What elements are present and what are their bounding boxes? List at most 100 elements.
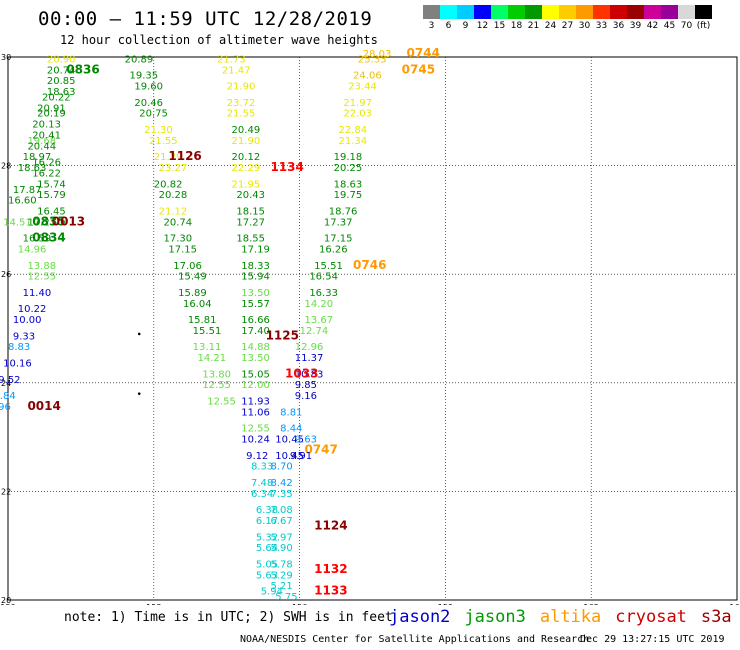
- wave-height-value: 10.22: [18, 304, 47, 315]
- wave-height-value: 19.75: [334, 190, 363, 201]
- wave-height-value: 18.63: [334, 179, 363, 190]
- land-dot: [137, 332, 141, 336]
- wave-height-value: 17.19: [241, 244, 270, 255]
- colorbar-tick-label: 30: [578, 21, 591, 31]
- wave-height-value: 13.11: [193, 342, 222, 353]
- colorbar-tick-label: 33: [595, 21, 608, 31]
- legend-entry-jason2: jason2: [389, 607, 451, 627]
- wave-height-value: 20.49: [232, 125, 261, 136]
- wave-height-value: 14.88: [241, 342, 270, 353]
- colorbar-swatch: [474, 5, 491, 19]
- wave-height-value: 23.44: [348, 82, 377, 93]
- wave-height-value: 19.60: [134, 82, 163, 93]
- wave-height-value: 9.85: [295, 380, 317, 391]
- wave-height-value: 5.94: [261, 587, 283, 598]
- colorbar-swatch: [627, 5, 644, 19]
- wave-height-value: 9.12: [246, 451, 268, 462]
- wave-height-value: 20.22: [42, 92, 71, 103]
- wave-height-value: 15.51: [193, 326, 222, 337]
- wave-height-value: 17.37: [324, 217, 353, 228]
- wave-height-value: 10.24: [241, 435, 270, 446]
- wave-height-value: 8.81: [280, 407, 302, 418]
- wave-height-value: 8.70: [270, 462, 292, 473]
- wave-height-value: 13.50: [241, 353, 270, 364]
- credit-line: NOAA/NESDIS Center for Satellite Applica…: [240, 634, 590, 645]
- colorbar-swatch: [576, 5, 593, 19]
- wave-height-value: 19.18: [334, 152, 363, 163]
- wave-height-value: 10.83: [295, 369, 324, 380]
- wave-height-value: 15.74: [37, 179, 66, 190]
- wave-height-value: 16.45: [37, 206, 66, 217]
- wave-height-value: 10.00: [13, 315, 42, 326]
- wave-height-value: 6.38: [256, 505, 278, 516]
- x-tick-label: 159: [438, 603, 453, 605]
- wave-height-value: 21.55: [149, 136, 178, 147]
- wave-height-value: 16.33: [309, 288, 338, 299]
- time-label: 0747: [304, 442, 337, 456]
- x-tick-label: 165: [729, 603, 740, 605]
- time-label: 0834: [32, 231, 65, 245]
- land-dot: [137, 392, 141, 395]
- chart-title: 00:00 — 11:59 UTC 12/28/2019: [38, 8, 373, 30]
- time-label: 1126: [168, 149, 201, 163]
- wave-height-value: 16.59: [23, 234, 52, 245]
- wave-height-value: 15.51: [314, 261, 343, 272]
- wave-height-value: 16.60: [8, 196, 37, 207]
- wave-height-value: 14.96: [18, 244, 47, 255]
- wave-height-value: 9.16: [295, 391, 317, 402]
- wave-height-value: 7.48: [251, 478, 273, 489]
- y-tick-label: 20: [1, 596, 11, 605]
- wave-height-value: 21.12: [159, 206, 188, 217]
- footnote: note: 1) Time is in UTC; 2) SWH is in fe…: [64, 610, 393, 625]
- wave-height-value: 11.40: [23, 288, 52, 299]
- wave-height-value: 12.55: [27, 272, 56, 283]
- wave-height-value: 15.79: [37, 190, 66, 201]
- wave-height-value: 10.45: [275, 435, 304, 446]
- wave-height-value: 12.00: [241, 380, 270, 391]
- wave-height-value: 11.06: [241, 407, 270, 418]
- y-tick-label: 30: [1, 53, 11, 62]
- x-tick-label: 150: [0, 603, 15, 605]
- x-tick-label: 156: [292, 603, 307, 605]
- time-label: 0746: [353, 258, 386, 272]
- time-label: 0013: [52, 214, 85, 228]
- wave-height-value: 9.63: [295, 435, 317, 446]
- time-label: 0744: [407, 46, 440, 60]
- wave-height-value: 20.75: [139, 109, 168, 120]
- wave-height-value: 17.15: [324, 234, 353, 245]
- colorbar-swatch: [457, 5, 474, 19]
- legend-entry-jason3: jason3: [464, 607, 526, 627]
- wave-height-value: 7.35: [270, 489, 292, 500]
- map-frame: [7, 56, 738, 601]
- wave-height-value: 5.63: [256, 570, 278, 581]
- colorbar-swatch: [610, 5, 627, 19]
- wave-height-value: 20.12: [232, 152, 261, 163]
- wave-height-value: 25.33: [358, 54, 387, 65]
- colorbar-swatch: [661, 5, 678, 19]
- wave-height-value: 12.55: [241, 424, 270, 435]
- time-label: 0745: [402, 62, 435, 76]
- chart-subtitle: 12 hour collection of altimeter wave hei…: [60, 33, 378, 47]
- wave-height-value: 11.93: [241, 397, 270, 408]
- colorbar: [423, 5, 712, 19]
- wave-height-value: 21.97: [343, 98, 372, 109]
- wave-height-value: 8.83: [8, 342, 30, 353]
- wave-height-value: 13.50: [241, 288, 270, 299]
- wave-height-value: 15.49: [178, 272, 207, 283]
- colorbar-tick-label: 45: [663, 21, 676, 31]
- wave-height-value: 20.13: [32, 120, 61, 131]
- wave-height-value: 12.96: [295, 342, 324, 353]
- wave-height-value: 5.75: [275, 592, 297, 603]
- wave-height-value: 8.42: [270, 478, 292, 489]
- colorbar-tick-label: 42: [646, 21, 659, 31]
- wave-height-value: 17.40: [241, 326, 270, 337]
- wave-height-value: 18.63: [18, 163, 47, 174]
- wave-height-value: 18.15: [236, 206, 265, 217]
- colorbar-tick-label: 9: [462, 21, 469, 31]
- colorbar-swatch: [542, 5, 559, 19]
- wave-height-value: 16.26: [32, 158, 61, 169]
- time-label: 0014: [27, 399, 60, 413]
- wave-height-value: 16.66: [241, 315, 270, 326]
- wave-height-value: 23.27: [159, 163, 188, 174]
- wave-height-value: 17.27: [27, 217, 56, 228]
